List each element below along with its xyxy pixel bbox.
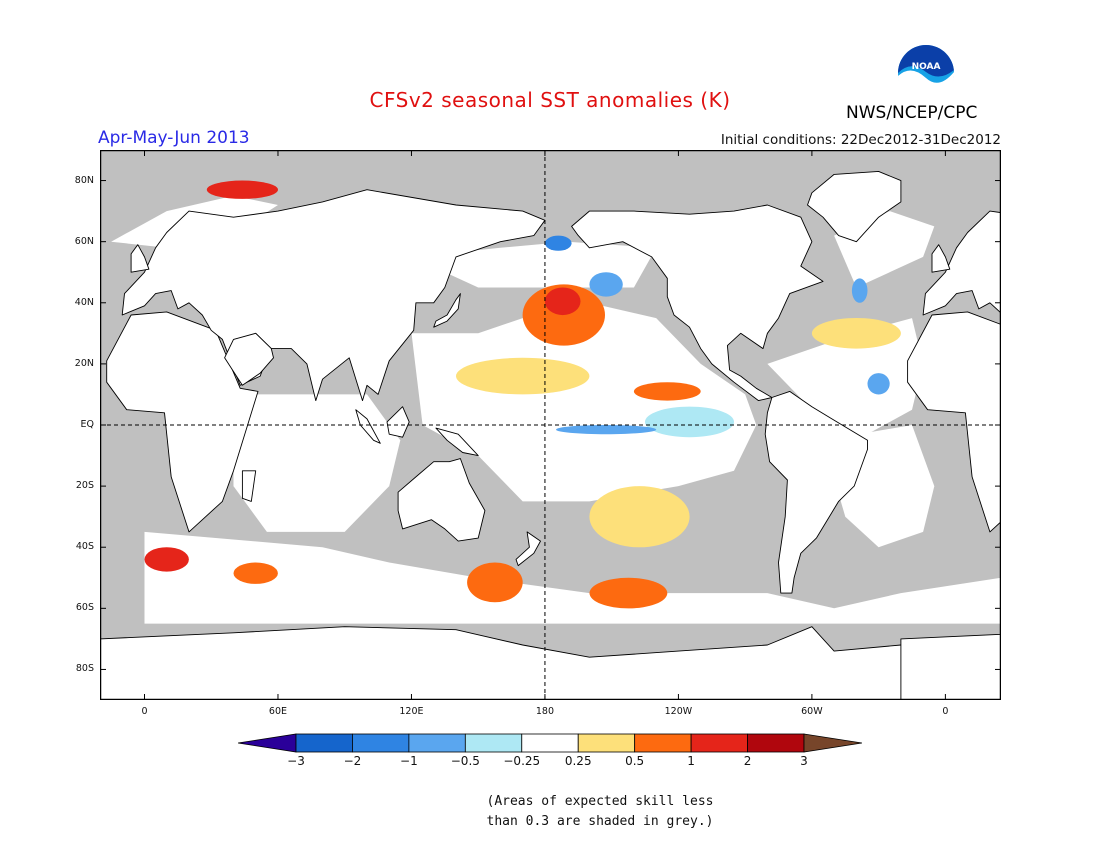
land-antarctica-wrap bbox=[900, 633, 1001, 700]
continents bbox=[100, 170, 1001, 700]
skill-note-line2: than 0.3 are shaded in grey.) bbox=[486, 814, 714, 829]
colorbar-label: −0.25 bbox=[503, 754, 541, 768]
colorbar-segment bbox=[521, 733, 579, 753]
lat-label: 80S bbox=[75, 663, 94, 675]
anomaly-regions bbox=[144, 180, 901, 609]
lon-label: 120W bbox=[664, 706, 693, 717]
lon-label: 120E bbox=[399, 706, 424, 717]
colorbar-segment bbox=[577, 733, 636, 753]
colorbar-label: −1 bbox=[400, 754, 418, 768]
lon-label: 60E bbox=[268, 706, 288, 717]
noaa-logo-icon: NOAA bbox=[896, 43, 956, 103]
anomaly-north-atlantic-warm bbox=[811, 318, 901, 349]
anomaly-north-pacific-warm-core bbox=[544, 287, 581, 316]
anomaly-ne-tropical-pacific-warm bbox=[633, 382, 701, 401]
lat-label: 60N bbox=[74, 235, 94, 247]
skill-area bbox=[411, 302, 757, 502]
anomaly-equatorial-cool-line bbox=[556, 425, 657, 435]
skill-area bbox=[144, 531, 1001, 624]
land-eurasia bbox=[121, 189, 546, 402]
lon-label: 0 bbox=[942, 706, 949, 717]
land-borneo bbox=[386, 406, 410, 438]
colorbar-segment bbox=[408, 733, 466, 753]
noaa-logo-text: NOAA bbox=[912, 62, 941, 72]
land-africa-wrap bbox=[907, 311, 1001, 533]
colorbar-segment bbox=[295, 733, 353, 753]
land-uk-wrap bbox=[931, 244, 951, 273]
colorbar-segment bbox=[690, 733, 748, 753]
map-ticks bbox=[100, 150, 1001, 700]
lon-label: 180 bbox=[535, 706, 554, 717]
lat-label: 20S bbox=[75, 480, 94, 492]
lat-label: 60S bbox=[75, 602, 94, 614]
land-north-america bbox=[571, 204, 824, 402]
lat-label: EQ bbox=[80, 419, 94, 430]
colorbar-segment bbox=[464, 733, 523, 753]
skill-area bbox=[767, 318, 924, 441]
anomaly-north-atlantic-cool bbox=[851, 278, 868, 303]
map-title: CFSv2 seasonal SST anomalies (K) bbox=[369, 88, 731, 112]
colorbar-label: 0.5 bbox=[625, 754, 645, 768]
lat-label: 80N bbox=[74, 174, 94, 186]
anomaly-south-atlantic-warm bbox=[144, 547, 189, 572]
anomaly-south-pacific-warm-core bbox=[589, 577, 668, 609]
anomaly-north-pacific-cool bbox=[589, 272, 623, 297]
colorbar-label: −3 bbox=[287, 754, 305, 768]
lat-label: 40S bbox=[75, 541, 94, 553]
colorbar-label: −0.5 bbox=[450, 754, 480, 768]
anomaly-tropical-atlantic-cool bbox=[867, 373, 890, 395]
lat-label: 20N bbox=[74, 357, 94, 369]
land-arabia-india-gap bbox=[224, 332, 274, 386]
anomaly-arctic-warm bbox=[206, 180, 278, 199]
land-new-guinea bbox=[435, 427, 479, 457]
agency-label: NWS/NCEP/CPC bbox=[846, 103, 978, 123]
initial-conditions-label: Initial conditions: 22Dec2012-31Dec2012 bbox=[720, 132, 1001, 148]
anomaly-west-pacific-band bbox=[456, 357, 590, 395]
colorbar-segment bbox=[352, 733, 410, 753]
anomaly-bering-cool bbox=[545, 235, 572, 251]
anomaly-south-of-tasman-warm bbox=[467, 562, 523, 603]
colorbar-arrow-low bbox=[238, 733, 297, 753]
season-label: Apr-May-Jun 2013 bbox=[98, 128, 250, 148]
land-greenland bbox=[807, 170, 902, 243]
land-new-zealand bbox=[515, 531, 541, 567]
lat-label: 40N bbox=[74, 296, 94, 308]
sst-anomaly-map bbox=[100, 150, 1001, 700]
anomaly-south-indian-warm bbox=[233, 562, 278, 584]
land-japan bbox=[433, 293, 461, 328]
colorbar-label: 0.25 bbox=[564, 754, 592, 768]
colorbar-segment bbox=[747, 733, 805, 753]
lon-label: 60W bbox=[801, 706, 823, 717]
colorbar-label: 1 bbox=[687, 754, 695, 768]
lon-label: 0 bbox=[141, 706, 148, 717]
land-madagascar bbox=[241, 470, 257, 502]
anomaly-south-pacific-warm bbox=[589, 486, 690, 548]
colorbar-label: −2 bbox=[343, 754, 362, 768]
land-eurasia-wrap bbox=[922, 210, 1001, 316]
skill-area bbox=[233, 394, 401, 532]
colorbar-label: 2 bbox=[743, 754, 752, 768]
colorbar bbox=[238, 733, 862, 753]
land-antarctica bbox=[100, 626, 1001, 700]
land-south-america bbox=[764, 390, 868, 594]
colorbar-segment bbox=[634, 733, 692, 753]
land-uk bbox=[130, 244, 150, 273]
colorbar-label: 3 bbox=[800, 754, 808, 768]
skill-note: (Areas of expected skill less than 0.3 a… bbox=[440, 792, 760, 832]
colorbar-arrow-high bbox=[803, 733, 862, 753]
skill-note-line1: (Areas of expected skill less bbox=[486, 794, 714, 809]
land-sumatra bbox=[355, 409, 381, 444]
anomaly-equatorial-east-pacific-cool bbox=[645, 406, 734, 438]
land-africa bbox=[106, 311, 259, 533]
land-australia bbox=[397, 458, 486, 542]
